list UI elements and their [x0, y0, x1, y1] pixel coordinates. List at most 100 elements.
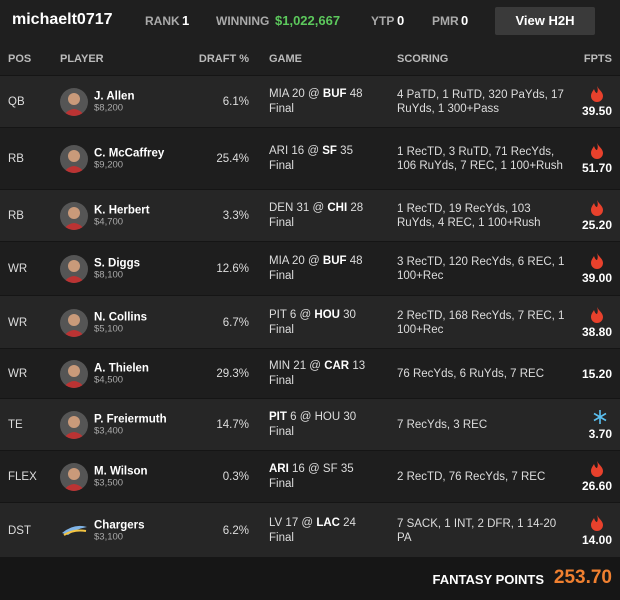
- winning-label: WINNING: [216, 14, 270, 28]
- away-score: 17: [285, 516, 299, 529]
- away-score: 20: [292, 255, 305, 267]
- home-team: HOU: [314, 411, 341, 423]
- salary: $5,100: [94, 323, 124, 334]
- fpts-value: 3.70: [588, 427, 612, 441]
- column-title: GAME: [269, 53, 302, 65]
- at: @: [309, 360, 321, 372]
- salary: $4,500: [94, 374, 124, 386]
- game-status: Final: [269, 323, 294, 336]
- away-team: LV: [269, 516, 283, 529]
- player-row: RB K. Herbert $4,700 3.3% DEN 31 @ CHI 28 Fin…: [0, 189, 620, 242]
- fpts-value: 14.00: [581, 532, 612, 547]
- game-status: Final: [269, 375, 294, 387]
- draft-percent: 0.3%: [222, 471, 249, 483]
- avatar: [60, 88, 88, 116]
- total: 253.70: [553, 567, 612, 588]
- game: ARI 16 @ SF 35 Final: [269, 462, 354, 492]
- fpts: 38.80: [581, 306, 612, 339]
- column-header: POS PLAYER DRAFT % GAME SCORING FPTS: [0, 42, 620, 75]
- home-team: LAC: [316, 516, 340, 529]
- player-name: N. Collins: [94, 311, 148, 323]
- fpts-value: 38.80: [581, 324, 612, 339]
- position: FLEX: [8, 471, 37, 483]
- player-name: Chargers: [94, 519, 145, 531]
- salary: $8,100: [94, 269, 124, 281]
- away-score: 6: [290, 411, 297, 423]
- player-row: TE P. Freiermuth $3,400 14.7% PIT 6 @ HOU 30…: [0, 398, 620, 451]
- salary: $3,400: [94, 425, 124, 437]
- fire-icon: [590, 306, 603, 323]
- at: @: [307, 145, 320, 157]
- view-h2h-button[interactable]: View H2H: [495, 7, 595, 35]
- game: MIA 20 @ BUF 48 Final: [269, 254, 363, 284]
- home-score: 30: [343, 411, 357, 423]
- avatar: [60, 411, 88, 439]
- home-team: CAR: [324, 360, 350, 372]
- player: P. Freiermuth $3,400: [94, 414, 167, 437]
- scoring: 1 RecTD, 3 RuTD, 71 RecYds, 106 RuYds, 7…: [397, 146, 563, 172]
- game-score: PIT 6 @ HOU 30: [269, 410, 356, 425]
- scoring: 2 RecTD, 76 RecYds, 7 REC: [397, 471, 546, 483]
- at: @: [308, 463, 320, 475]
- position: RB: [8, 210, 24, 222]
- away-score: 31: [296, 202, 310, 214]
- column-title: POS: [8, 53, 32, 65]
- home-team: BUF: [322, 88, 347, 100]
- player-name: K. Herbert: [94, 204, 150, 217]
- fpts-value: 15.20: [581, 367, 612, 381]
- player-name: A. Thielen: [94, 362, 149, 375]
- ice-icon: [593, 410, 607, 424]
- player-row: WR S. Diggs $8,100 12.6% MIA 20 @ BUF 48 Fina…: [0, 241, 620, 296]
- draft-percent: 29.3%: [216, 368, 249, 380]
- at: @: [308, 88, 320, 100]
- scoring: 3 RecTD, 120 RecYds, 6 REC, 1 100+Rec: [397, 256, 565, 282]
- player: C. McCaffrey $9,200: [94, 148, 164, 171]
- winning: $1,022,667: [275, 13, 341, 28]
- position: WR: [8, 368, 28, 380]
- rank-label: RANK: [145, 14, 180, 28]
- position: RB: [8, 153, 24, 165]
- game-score: MIN 21 @ CAR 13: [269, 359, 365, 374]
- column-title: FPTS: [583, 53, 612, 65]
- position: TE: [8, 419, 23, 431]
- avatar: [60, 145, 88, 173]
- draft-percent: 6.2%: [222, 524, 249, 537]
- scoring: 2 RecTD, 168 RecYds, 7 REC, 1 100+Rec: [397, 309, 565, 336]
- avatar: [60, 308, 88, 337]
- player-row: WR N. Collins $5,100 6.7% PIT 6 @ HOU 30 Fina…: [0, 295, 620, 349]
- at: @: [299, 411, 312, 423]
- player: J. Allen $8,200: [94, 91, 134, 114]
- game: ARI 16 @ SF 35 Final: [269, 144, 353, 174]
- at: @: [301, 516, 314, 529]
- home-score: 28: [350, 202, 364, 214]
- player-row: DST Chargers $3,100 6.2% LV 17 @ LAC 24 Final…: [0, 502, 620, 558]
- pmr-label: PMR: [432, 14, 459, 28]
- game-status: Final: [269, 426, 294, 438]
- scoring: 7 SACK, 1 INT, 2 DFR, 1 14-20 PA: [397, 517, 557, 544]
- fpts-value: 51.70: [581, 161, 612, 175]
- fire-icon: [590, 86, 603, 102]
- home-team: BUF: [322, 255, 347, 267]
- pmr: 0: [461, 13, 469, 28]
- home-team: SF: [322, 145, 337, 157]
- position: WR: [8, 316, 28, 329]
- player-name: S. Diggs: [94, 257, 141, 270]
- player-row: QB J. Allen $8,200 6.1% MIA 20 @ BUF 48 Final…: [0, 75, 620, 128]
- away-team: PIT: [269, 411, 287, 423]
- game-score: MIA 20 @ BUF 48: [269, 254, 363, 269]
- fpts: 25.20: [582, 200, 612, 232]
- home-score: 48: [349, 255, 363, 267]
- player: Chargers $3,100: [94, 519, 145, 542]
- fpts: 15.20: [582, 367, 612, 381]
- position: DST: [8, 524, 31, 537]
- column-title: DRAFT %: [198, 53, 249, 65]
- game: PIT 6 @ HOU 30 Final: [269, 410, 356, 440]
- scoring: 4 PaTD, 1 RuTD, 320 PaYds, 17 RuYds, 1 3…: [397, 89, 564, 115]
- column-title: PLAYER: [60, 53, 104, 65]
- fpts-value: 26.60: [581, 479, 612, 493]
- at: @: [299, 308, 312, 321]
- away-team: ARI: [269, 463, 289, 475]
- salary: $9,200: [94, 159, 124, 171]
- salary: $3,100: [94, 531, 124, 542]
